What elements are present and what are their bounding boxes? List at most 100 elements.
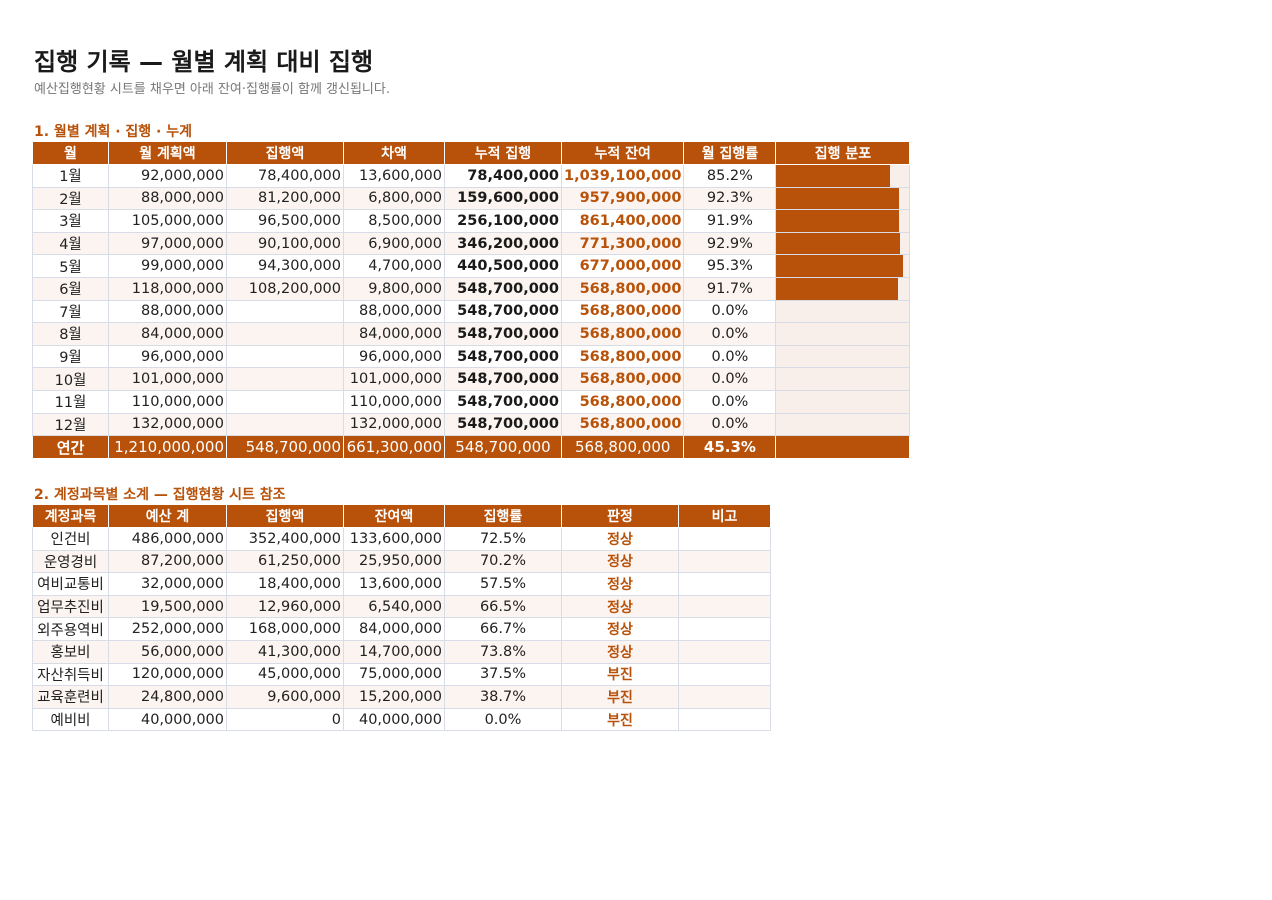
- status-cell: 부진: [561, 662, 679, 687]
- status-cell: 정상: [561, 617, 679, 641]
- cum-exec-cell: 548,700,000: [444, 276, 562, 301]
- exec-cell: 96,500,000: [226, 209, 344, 233]
- status-cell: 정상: [561, 639, 679, 664]
- annual-total-row: 연간 1,210,000,000 548,700,000 661,300,000 548…: [32, 435, 911, 460]
- cum-rem-cell: 861,400,000: [560, 209, 685, 233]
- rate-cell: 72.5%: [444, 527, 562, 551]
- month-cell: 4월: [32, 231, 109, 256]
- rate-cell: 92.3%: [683, 186, 777, 211]
- col-month: 월: [32, 141, 109, 165]
- distribution-cell: [775, 209, 911, 233]
- rate-cell: 66.7%: [444, 617, 562, 641]
- total-exec-cell: 548,700,000: [226, 435, 344, 460]
- diff-cell: 13,600,000: [343, 164, 445, 188]
- exec-cell: [226, 322, 344, 346]
- rate-cell: 0.0%: [683, 344, 777, 369]
- month-cell: 9월: [32, 344, 109, 369]
- month-cell: 6월: [32, 276, 109, 301]
- exec-cell: 94,300,000: [226, 254, 344, 278]
- status-cell: 정상: [561, 572, 679, 596]
- col-cum-rem: 누적 잔여: [560, 141, 685, 165]
- month-cell: 8월: [32, 322, 109, 346]
- month-row: 2월 88,000,000 81,200,000 6,800,000 159,600,0…: [32, 186, 911, 211]
- cum-rem-cell: 568,800,000: [560, 367, 685, 391]
- distribution-bar: [776, 233, 900, 254]
- distribution-cell: [775, 344, 911, 369]
- exec-cell: 18,400,000: [226, 572, 344, 596]
- month-row: 11월 110,000,000 110,000,000 548,700,000 568,…: [32, 389, 911, 414]
- col-plan: 월 계획액: [108, 141, 227, 165]
- status-cell: 정상: [561, 594, 679, 619]
- col-distribution: 집행 분포: [775, 141, 911, 165]
- exec-cell: 0: [226, 707, 344, 732]
- note-cell[interactable]: [678, 617, 771, 641]
- plan-cell: 84,000,000: [108, 322, 227, 346]
- col-diff: 차액: [343, 141, 445, 165]
- section-monthly-title: 1. 월별 계획 · 집행 · 누계: [34, 124, 192, 140]
- col-remaining: 잔여액: [343, 504, 445, 528]
- exec-cell: 168,000,000: [226, 617, 344, 641]
- exec-cell: [226, 412, 344, 437]
- distribution-cell: [775, 322, 911, 346]
- plan-cell: 96,000,000: [108, 344, 227, 369]
- rate-cell: 92.9%: [683, 231, 777, 256]
- col-note: 비고: [678, 504, 771, 528]
- note-cell[interactable]: [678, 662, 771, 687]
- budget-cell: 120,000,000: [108, 662, 227, 687]
- budget-cell: 32,000,000: [108, 572, 227, 596]
- diff-cell: 132,000,000: [343, 412, 445, 437]
- note-cell[interactable]: [678, 685, 771, 709]
- cum-exec-cell: 256,100,000: [444, 209, 562, 233]
- distribution-bar: [776, 278, 899, 300]
- total-label-cell: 연간: [32, 435, 109, 460]
- note-cell[interactable]: [678, 527, 771, 551]
- exec-cell: [226, 367, 344, 391]
- distribution-bar: [776, 210, 899, 232]
- month-cell: 11월: [32, 389, 109, 414]
- exec-cell: [226, 344, 344, 369]
- rate-cell: 37.5%: [444, 662, 562, 687]
- col-exec: 집행액: [226, 141, 344, 165]
- total-diff-cell: 661,300,000: [343, 435, 445, 460]
- cum-rem-cell: 568,800,000: [560, 412, 685, 437]
- cum-exec-cell: 548,700,000: [444, 344, 562, 369]
- total-cum-rem-cell: 568,800,000: [560, 435, 685, 460]
- month-row: 9월 96,000,000 96,000,000 548,700,000 568,800…: [32, 344, 911, 369]
- cum-rem-cell: 568,800,000: [560, 299, 685, 324]
- remaining-cell: 75,000,000: [343, 662, 445, 687]
- note-cell[interactable]: [678, 572, 771, 596]
- exec-cell: 61,250,000: [226, 549, 344, 574]
- distribution-bar: [776, 255, 904, 277]
- month-cell: 10월: [32, 367, 109, 391]
- month-cell: 12월: [32, 412, 109, 437]
- rate-cell: 0.0%: [683, 412, 777, 437]
- month-cell: 3월: [32, 209, 109, 233]
- distribution-cell: [775, 186, 911, 211]
- diff-cell: 6,800,000: [343, 186, 445, 211]
- cum-exec-cell: 346,200,000: [444, 231, 562, 256]
- plan-cell: 118,000,000: [108, 276, 227, 301]
- cum-rem-cell: 568,800,000: [560, 389, 685, 414]
- exec-cell: 41,300,000: [226, 639, 344, 664]
- diff-cell: 96,000,000: [343, 344, 445, 369]
- distribution-cell: [775, 367, 911, 391]
- month-row: 1월 92,000,000 78,400,000 13,600,000 78,400,0…: [32, 164, 911, 188]
- account-cell: 업무추진비: [32, 594, 109, 619]
- distribution-cell: [775, 254, 911, 278]
- distribution-cell: [775, 276, 911, 301]
- note-cell[interactable]: [678, 707, 771, 732]
- month-row: 7월 88,000,000 88,000,000 548,700,000 568,800…: [32, 299, 911, 324]
- note-cell[interactable]: [678, 594, 771, 619]
- month-cell: 7월: [32, 299, 109, 324]
- diff-cell: 88,000,000: [343, 299, 445, 324]
- month-cell: 2월: [32, 186, 109, 211]
- remaining-cell: 13,600,000: [343, 572, 445, 596]
- exec-cell: [226, 299, 344, 324]
- note-cell[interactable]: [678, 549, 771, 574]
- total-distribution-cell: [775, 435, 911, 460]
- budget-cell: 87,200,000: [108, 549, 227, 574]
- rate-cell: 73.8%: [444, 639, 562, 664]
- account-row: 자산취득비 120,000,000 45,000,000 75,000,000 37.5…: [32, 662, 771, 687]
- note-cell[interactable]: [678, 639, 771, 664]
- col-rate: 집행률: [444, 504, 562, 528]
